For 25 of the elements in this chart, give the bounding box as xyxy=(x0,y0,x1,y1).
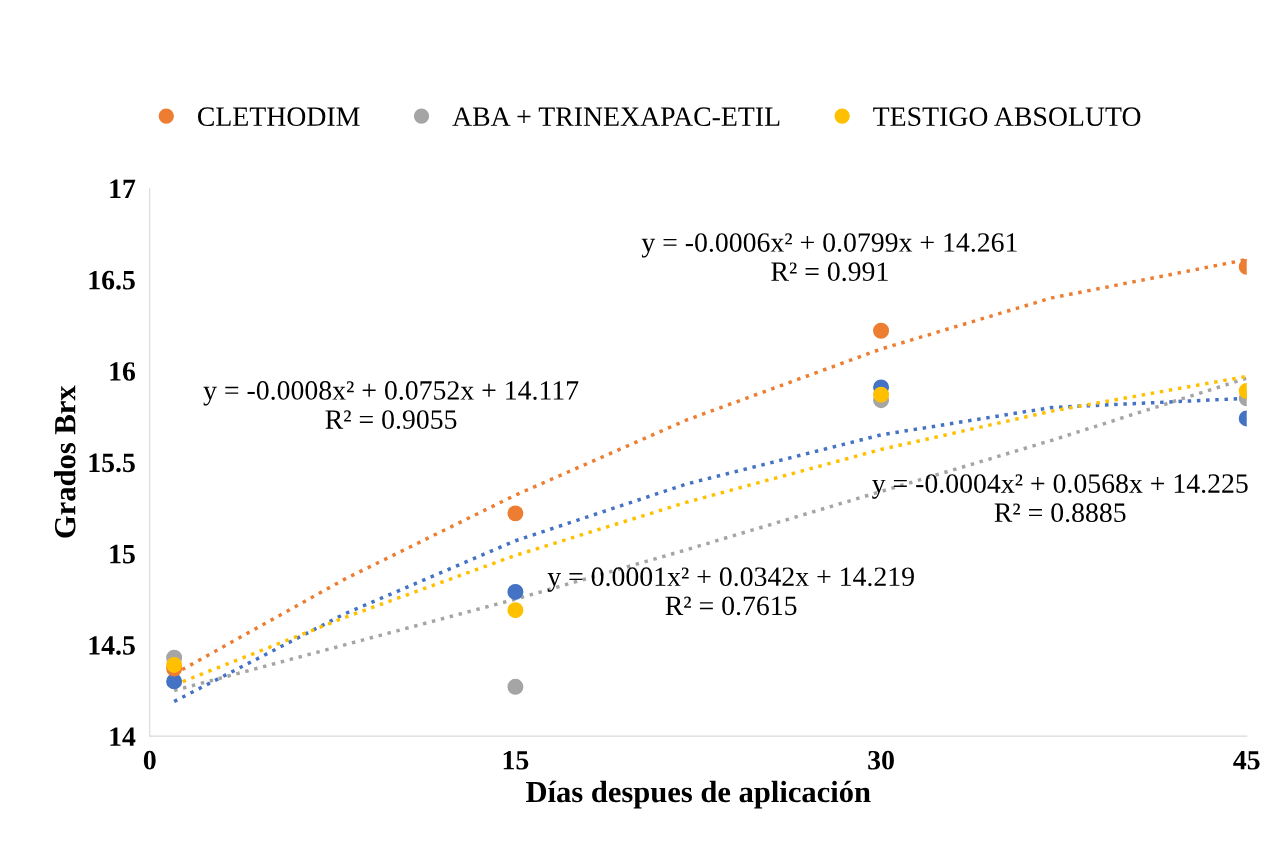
annotation: y = -0.0006x² + 0.0799x + 14.261 R² = 0.991 xyxy=(641,233,1017,282)
x-tick-label: 30 xyxy=(868,750,894,770)
x-tick-label: 0 xyxy=(143,750,156,770)
annotation: y = 0.0001x² + 0.0342x + 14.219 R² = 0.7615 xyxy=(547,567,914,616)
x-tick-label: 45 xyxy=(1233,751,1260,770)
point xyxy=(507,583,524,600)
annotation: y = -0.0004x² + 0.0568x + 14.225 R² = 0.8885 xyxy=(872,474,1248,523)
x-tick-label: 15 xyxy=(503,750,529,770)
y-tick-label: 14.5 xyxy=(89,636,135,655)
y-axis-title: Grados Brx xyxy=(53,385,76,538)
point xyxy=(507,678,524,695)
y-tick-label: 14 xyxy=(110,727,136,746)
y-tick-label: 15 xyxy=(110,544,135,564)
y-tick-label: 16 xyxy=(110,362,136,381)
x-axis-title: Días despues de aplicación xyxy=(526,780,871,809)
point xyxy=(166,656,183,673)
y-tick-label: 15.5 xyxy=(89,453,135,473)
y-tick-label: 17 xyxy=(110,179,136,198)
legend-label: ABA + TRINEXAPAC-ETIL xyxy=(452,107,780,127)
legend-label: CLETHODIM xyxy=(197,107,360,127)
legend-label: TESTIGO ABSOLUTO xyxy=(873,107,1141,127)
point xyxy=(507,505,524,522)
point xyxy=(507,602,524,619)
y-tick-label: 16.5 xyxy=(89,270,135,290)
annotation: y = -0.0008x² + 0.0752x + 14.117 R² = 0.9055 xyxy=(203,381,579,430)
